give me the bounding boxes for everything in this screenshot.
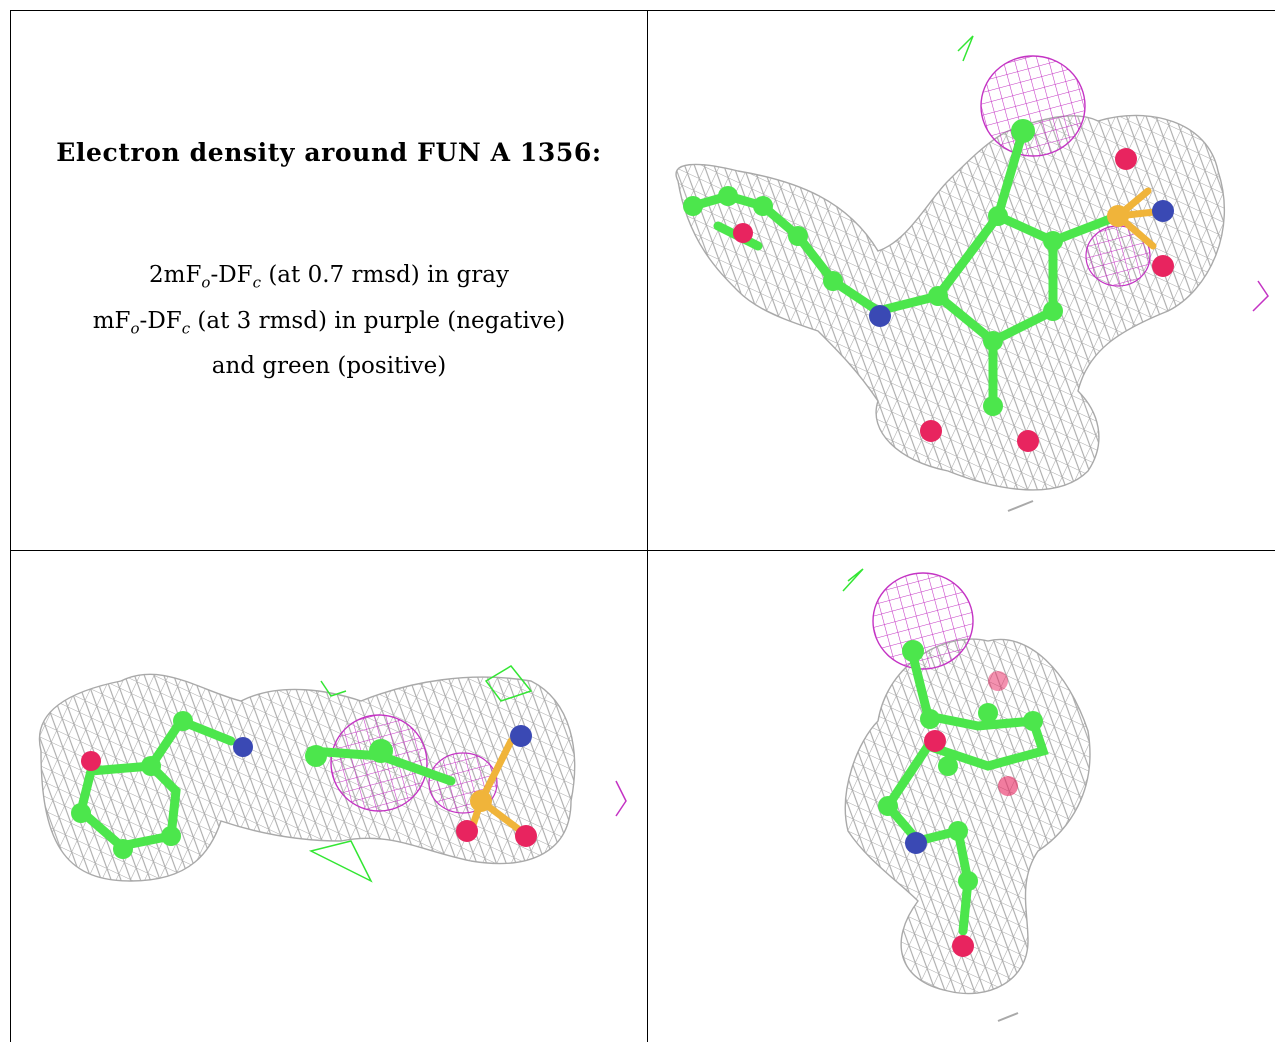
legend-description: 2mFo-DFc (at 0.7 rmsd) in gray mFo-DFc (… — [12, 256, 646, 385]
center-divider — [647, 10, 648, 1042]
middle-divider — [10, 550, 1275, 551]
legend-line-gray: 2mFo-DFc (at 0.7 rmsd) in gray — [149, 262, 509, 292]
left-border — [10, 10, 11, 1042]
purple-mesh-top — [980, 55, 1086, 157]
purple-mesh-center — [330, 714, 428, 812]
legend-title: Electron density around FUN A 1356: — [56, 138, 602, 167]
legend-cell: Electron density around FUN A 1356: 2mFo… — [12, 12, 646, 550]
legend-line-difference: mFo-DFc (at 3 rmsd) in purple (negative) — [92, 307, 566, 338]
density-render-bottom-left — [38, 665, 627, 883]
view-bottom-right — [648, 551, 1275, 1042]
view-top-right — [648, 11, 1275, 550]
top-border — [10, 10, 1275, 11]
view-bottom-left — [11, 551, 647, 1042]
density-render-bottom-right — [842, 568, 1091, 1022]
purple-mesh-top — [872, 572, 974, 670]
legend-line-green: and green (positive) — [211, 353, 447, 380]
density-render-top-right — [675, 35, 1269, 512]
